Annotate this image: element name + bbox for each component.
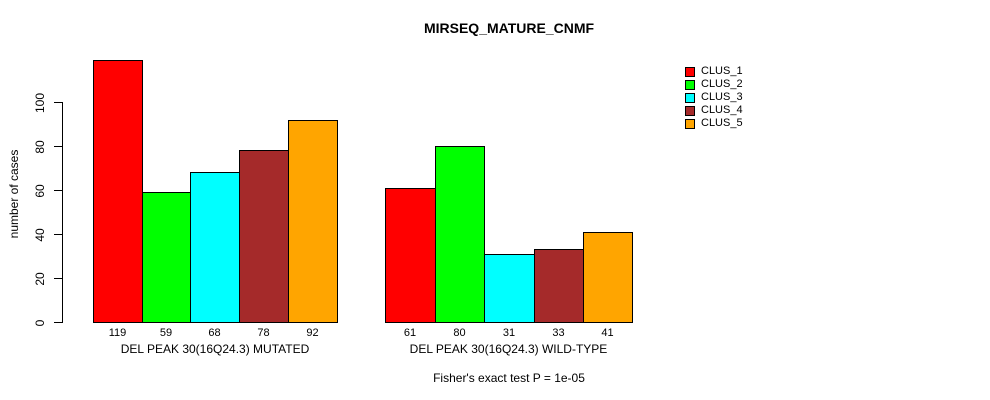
legend-label: CLUS_3 — [701, 91, 743, 103]
legend-label: CLUS_1 — [701, 65, 743, 77]
y-axis-tick-label: 100 — [33, 92, 47, 113]
y-axis-tick-label: 80 — [33, 139, 47, 154]
y-axis-tick-label: 0 — [33, 319, 47, 326]
legend-swatch — [685, 105, 695, 116]
bar-value-label: 33 — [552, 326, 565, 339]
y-axis-tick — [54, 190, 62, 191]
legend-item: CLUS_4 — [685, 104, 743, 117]
y-axis-tick — [54, 322, 62, 323]
group-label: DEL PEAK 30(16Q24.3) MUTATED — [120, 342, 310, 356]
legend-swatch — [685, 66, 695, 77]
legend: CLUS_1 CLUS_2 CLUS_3 CLUS_4 CLUS_5 — [685, 65, 743, 130]
bar-value-label: 92 — [306, 326, 319, 339]
bar-clus_3-group1 — [190, 172, 240, 323]
bar-clus_1-group2 — [385, 187, 436, 323]
y-axis-tick-label: 20 — [33, 271, 47, 286]
bar-value-label: 61 — [403, 326, 417, 339]
bar-clus_4-group2 — [534, 249, 584, 323]
y-axis-tick — [54, 102, 62, 103]
bar-value-label: 68 — [208, 326, 221, 339]
y-axis-line — [62, 102, 63, 323]
legend-swatch — [685, 79, 695, 90]
bar-value-label: 31 — [502, 326, 516, 339]
y-axis-tick-label: 40 — [33, 227, 47, 242]
legend-label: CLUS_4 — [701, 104, 743, 116]
legend-item: CLUS_3 — [685, 91, 743, 104]
legend-label: CLUS_5 — [701, 117, 743, 129]
bar-value-label: 119 — [108, 326, 127, 339]
legend-label: CLUS_2 — [701, 78, 743, 90]
y-axis-tick-label: 60 — [33, 183, 47, 198]
bar-clus_2-group1 — [142, 192, 191, 323]
bar-value-label: 78 — [257, 326, 270, 339]
bar-value-label: 59 — [159, 326, 173, 339]
bar-clus_5-group1 — [288, 119, 338, 323]
legend-swatch — [685, 118, 695, 129]
legend-item: CLUS_1 — [685, 65, 743, 78]
y-axis-tick — [54, 278, 62, 279]
footnote: Fisher's exact test P = 1e-05 — [433, 371, 585, 385]
bar-clus_1-group1 — [93, 60, 143, 323]
bar-value-label: 41 — [601, 326, 614, 339]
legend-item: CLUS_2 — [685, 78, 743, 91]
legend-swatch — [685, 92, 695, 103]
y-axis-tick — [54, 234, 62, 235]
bar-value-label: 80 — [453, 326, 466, 339]
bar-clus_2-group2 — [435, 146, 485, 323]
bar-clus_4-group1 — [239, 150, 289, 323]
bar-clus_3-group2 — [484, 253, 535, 323]
y-axis-label: number of cases — [7, 149, 21, 239]
legend-item: CLUS_5 — [685, 117, 743, 130]
chart-title: MIRSEQ_MATURE_CNMF — [423, 20, 595, 36]
y-axis-tick — [54, 146, 62, 147]
group-label: DEL PEAK 30(16Q24.3) WILD-TYPE — [409, 342, 608, 356]
bar-clus_5-group2 — [583, 231, 633, 323]
